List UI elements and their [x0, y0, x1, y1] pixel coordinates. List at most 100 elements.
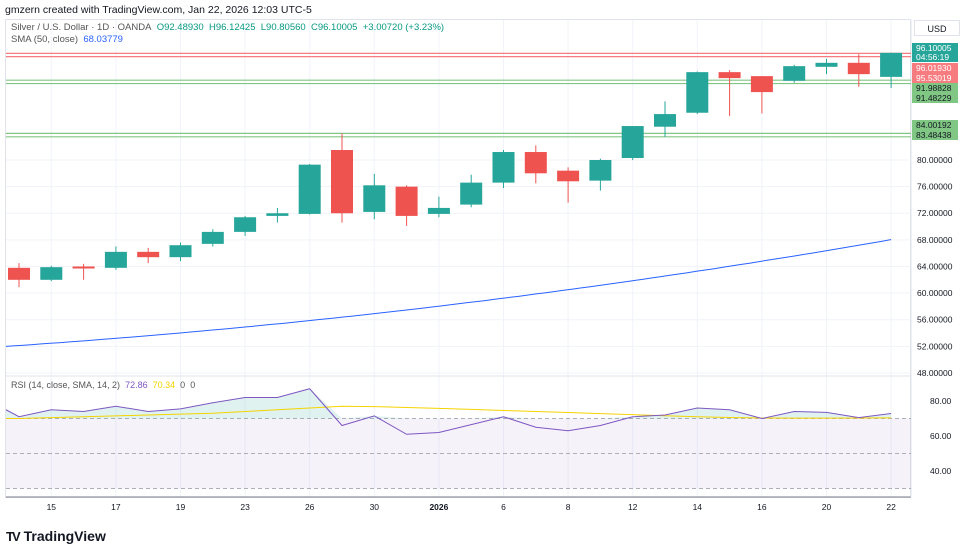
time-tick-label: 20: [822, 502, 832, 512]
rsi-value: 72.86: [125, 380, 148, 390]
price-tick-label: 60.00000: [917, 288, 953, 298]
candle: [492, 150, 515, 188]
price-tag-label: 91.48229: [916, 93, 952, 103]
candle: [718, 70, 741, 117]
price-tick-label: 48.00000: [917, 368, 953, 378]
candle-body: [686, 72, 709, 113]
price-tick-label: 68.00000: [917, 235, 953, 245]
candle: [880, 52, 903, 89]
candle-body: [363, 185, 386, 212]
candle-body: [621, 126, 644, 159]
sma-value: 68.03779: [83, 34, 123, 45]
candle-body: [137, 251, 160, 258]
price-tag: [912, 83, 958, 93]
candle: [621, 126, 644, 160]
candle-body: [654, 114, 676, 127]
brand: TV TradingView: [6, 528, 106, 544]
price-tag: [912, 120, 958, 130]
candle: [589, 158, 612, 191]
time-tick-label: 16: [757, 502, 767, 512]
time-tick-label: 22: [886, 502, 896, 512]
sma-label[interactable]: SMA (50, close): [11, 34, 79, 45]
rsi-tick-label: 40.00: [930, 466, 952, 476]
candle-body: [815, 62, 838, 67]
candle-body: [718, 72, 741, 79]
countdown-label: 04:56:19: [916, 52, 949, 62]
sma50-line: [5, 239, 892, 347]
candle: [137, 247, 160, 264]
candle: [557, 167, 580, 203]
price-tag: [912, 73, 958, 83]
candle: [686, 71, 709, 115]
candle: [331, 133, 353, 223]
candle-body: [460, 182, 483, 205]
price-tick-label: 64.00000: [917, 261, 953, 271]
candle-body: [40, 267, 63, 280]
candle-body: [427, 207, 450, 214]
price-tag-label: 96.10005: [916, 43, 952, 53]
brand-name: TradingView: [23, 528, 106, 544]
price-tag-label: 96.01930: [916, 63, 952, 73]
candle-body: [880, 52, 903, 77]
candle: [460, 174, 483, 208]
rsi-line: [5, 388, 892, 435]
rsi-label[interactable]: RSI (14, close, SMA, 14, 2): [11, 380, 121, 390]
symbol-label[interactable]: Silver / U.S. Dollar · 1D · OANDA: [11, 22, 152, 33]
currency-button[interactable]: USD: [914, 20, 960, 36]
main-legend: Silver / U.S. Dollar · 1D · OANDA O92.48…: [11, 22, 444, 46]
rsi-extra-1: 0: [180, 380, 186, 390]
time-tick-label: 15: [47, 502, 57, 512]
candle: [524, 145, 547, 184]
close-value: C96.10005: [310, 22, 358, 33]
candle-body: [72, 266, 95, 269]
price-tick-label: 52.00000: [917, 341, 953, 351]
tradingview-logo-icon: TV: [6, 528, 21, 544]
rsi-tick-label: 80.00: [930, 396, 952, 406]
candle: [298, 163, 321, 215]
candle-body: [331, 150, 353, 214]
created-line: gmzern created with TradingView.com, Jan…: [5, 4, 312, 16]
price-tag: [912, 130, 958, 140]
low-value: L90.80560: [260, 22, 306, 33]
candle: [815, 58, 838, 75]
rsi-sma-value: 70.34: [152, 380, 176, 390]
time-tick-label: 30: [370, 502, 380, 512]
candle: [266, 207, 289, 223]
candle: [8, 263, 30, 288]
candle-body: [783, 66, 806, 81]
candle-body: [8, 267, 30, 280]
candle-body: [524, 152, 547, 174]
candle: [847, 54, 870, 87]
candle: [750, 76, 773, 114]
price-tag-label: 83.48438: [916, 130, 952, 140]
rsi-extra-2: 0: [190, 380, 196, 390]
price-tag: [912, 63, 958, 73]
candle: [363, 173, 386, 220]
candle-body: [104, 251, 127, 268]
candle: [201, 229, 224, 247]
candle: [72, 263, 95, 280]
candle: [654, 101, 676, 137]
candle-body: [395, 186, 418, 216]
time-tick-label: 12: [628, 502, 638, 512]
rsi-overbought-fill: [6, 388, 892, 419]
candle-body: [750, 76, 773, 93]
candle: [395, 185, 418, 226]
price-tick-label: 56.00000: [917, 315, 953, 325]
candle: [40, 265, 63, 282]
price-tick-label: 80.00000: [917, 155, 953, 165]
time-tick-label: 14: [693, 502, 703, 512]
rsi-sma-line: [6, 405, 892, 419]
change-value: +3.00720 (+3.23%): [362, 22, 445, 33]
time-tick-label: 6: [501, 502, 506, 512]
time-tick-label: 2026: [429, 502, 448, 512]
time-tick-label: 17: [111, 502, 121, 512]
price-tick-label: 76.00000: [917, 182, 953, 192]
price-tag-label: 84.00192: [916, 120, 952, 130]
candle-body: [589, 160, 612, 181]
open-value: O92.48930: [156, 22, 204, 33]
candle: [427, 196, 450, 218]
candle-body: [266, 213, 289, 216]
price-tag-label: 95.53019: [916, 73, 952, 83]
